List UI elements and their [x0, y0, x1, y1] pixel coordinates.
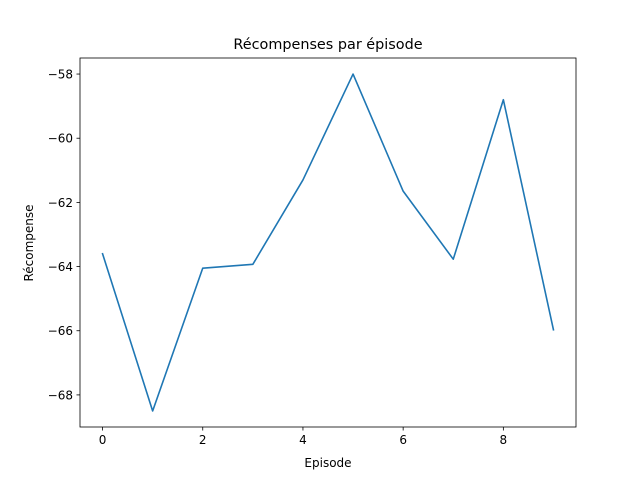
- x-axis: 0 2 4 6 8: [99, 427, 507, 447]
- x-tick-label: 8: [500, 433, 508, 447]
- x-axis-label: Episode: [304, 456, 351, 470]
- y-tick-label: −62: [48, 196, 73, 210]
- y-tick-label: −68: [48, 388, 73, 402]
- y-axis-label: Récompense: [22, 204, 36, 281]
- x-tick-label: 2: [199, 433, 207, 447]
- y-axis: −68 −66 −64 −62 −60 −58: [48, 68, 80, 402]
- y-tick-label: −66: [48, 324, 73, 338]
- y-tick-label: −64: [48, 260, 73, 274]
- series-line-0: [101, 73, 555, 412]
- x-tick-label: 0: [99, 433, 107, 447]
- y-tick-label: −60: [48, 132, 73, 146]
- chart-title: Récompenses par épisode: [233, 37, 422, 53]
- x-tick-label: 6: [399, 433, 407, 447]
- plot-area: [79, 57, 577, 428]
- y-tick-label: −58: [48, 68, 73, 82]
- x-tick-label: 4: [299, 433, 307, 447]
- axes-frame: [79, 57, 577, 428]
